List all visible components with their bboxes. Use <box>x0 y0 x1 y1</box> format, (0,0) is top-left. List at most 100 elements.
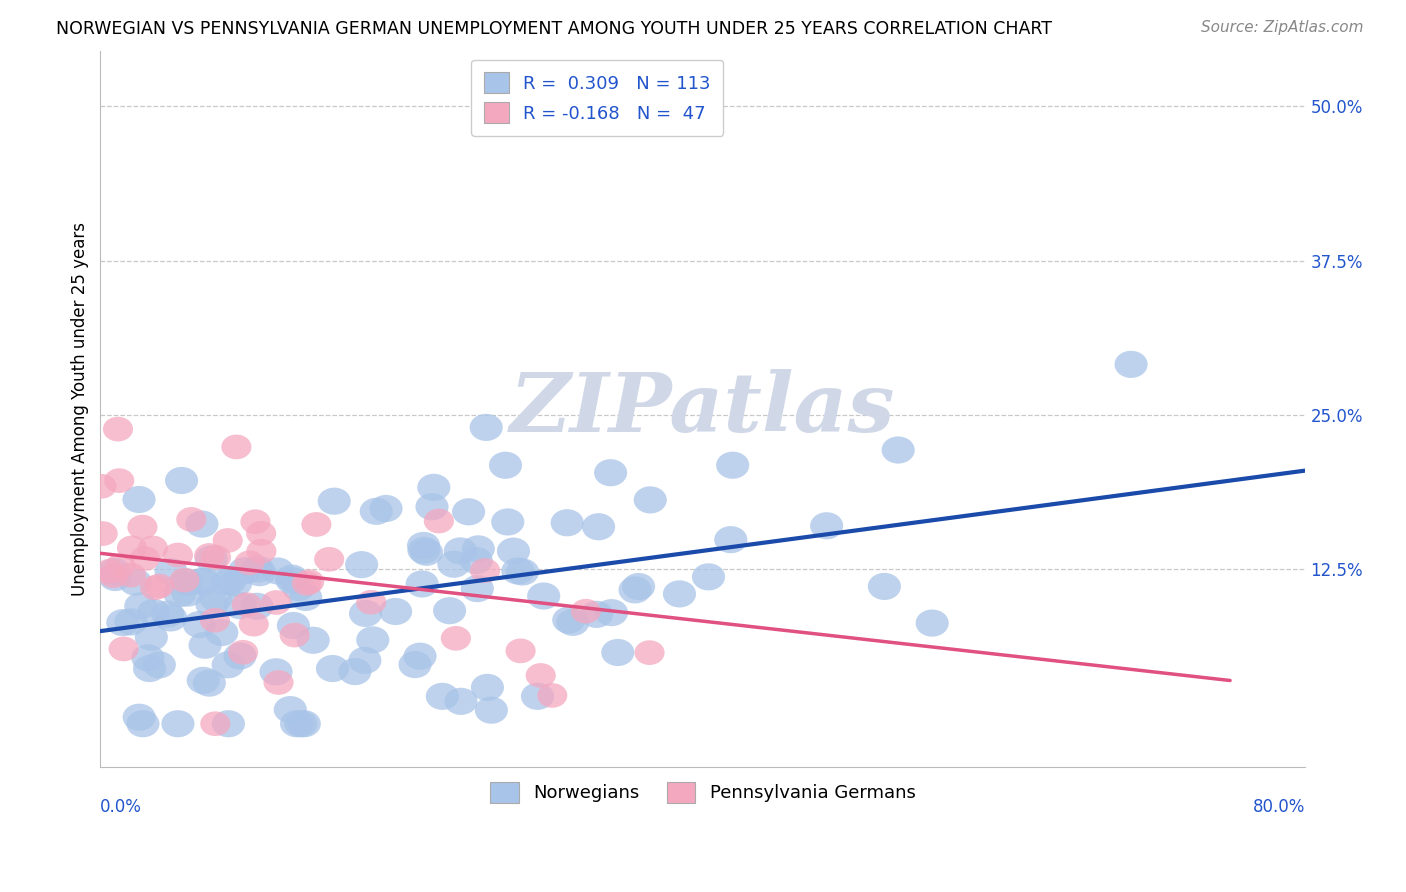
Ellipse shape <box>470 558 501 582</box>
Ellipse shape <box>915 609 949 637</box>
Ellipse shape <box>444 688 478 714</box>
Ellipse shape <box>187 568 221 595</box>
Ellipse shape <box>461 535 495 563</box>
Ellipse shape <box>349 599 382 627</box>
Ellipse shape <box>224 592 256 619</box>
Ellipse shape <box>169 568 200 592</box>
Ellipse shape <box>150 600 184 628</box>
Ellipse shape <box>571 599 600 624</box>
Ellipse shape <box>453 499 485 525</box>
Ellipse shape <box>280 623 309 648</box>
Ellipse shape <box>290 584 322 611</box>
Ellipse shape <box>86 474 117 499</box>
Ellipse shape <box>595 459 627 486</box>
Ellipse shape <box>96 558 125 583</box>
Ellipse shape <box>460 547 492 574</box>
Ellipse shape <box>186 568 218 595</box>
Ellipse shape <box>621 573 655 600</box>
Ellipse shape <box>274 696 307 723</box>
Ellipse shape <box>240 592 274 620</box>
Ellipse shape <box>506 639 536 664</box>
Ellipse shape <box>810 512 844 540</box>
Ellipse shape <box>277 612 309 639</box>
Ellipse shape <box>246 539 277 564</box>
Ellipse shape <box>602 639 634 666</box>
Ellipse shape <box>716 451 749 479</box>
Ellipse shape <box>219 570 252 597</box>
Ellipse shape <box>239 612 269 637</box>
Ellipse shape <box>214 567 246 595</box>
Ellipse shape <box>120 568 152 596</box>
Ellipse shape <box>291 571 322 596</box>
Text: NORWEGIAN VS PENNSYLVANIA GERMAN UNEMPLOYMENT AMONG YOUTH UNDER 25 YEARS CORRELA: NORWEGIAN VS PENNSYLVANIA GERMAN UNEMPLO… <box>56 20 1052 37</box>
Ellipse shape <box>232 592 262 617</box>
Ellipse shape <box>692 563 725 591</box>
Ellipse shape <box>205 619 239 646</box>
Ellipse shape <box>194 545 228 573</box>
Ellipse shape <box>124 592 157 620</box>
Ellipse shape <box>104 468 135 493</box>
Ellipse shape <box>115 563 146 588</box>
Ellipse shape <box>188 632 222 659</box>
Ellipse shape <box>444 537 477 565</box>
Ellipse shape <box>212 528 243 553</box>
Ellipse shape <box>127 710 159 738</box>
Ellipse shape <box>155 605 187 632</box>
Text: ZIPatlas: ZIPatlas <box>510 368 896 449</box>
Ellipse shape <box>280 710 314 738</box>
Ellipse shape <box>398 651 432 678</box>
Ellipse shape <box>882 436 915 464</box>
Ellipse shape <box>356 590 387 615</box>
Ellipse shape <box>406 532 440 559</box>
Ellipse shape <box>98 564 128 588</box>
Ellipse shape <box>301 512 332 537</box>
Ellipse shape <box>211 569 243 596</box>
Ellipse shape <box>426 682 458 710</box>
Ellipse shape <box>228 640 259 665</box>
Ellipse shape <box>155 558 187 585</box>
Ellipse shape <box>176 507 207 532</box>
Ellipse shape <box>194 543 225 568</box>
Ellipse shape <box>262 591 291 615</box>
Ellipse shape <box>316 655 349 682</box>
Ellipse shape <box>491 508 524 535</box>
Ellipse shape <box>433 597 467 624</box>
Ellipse shape <box>502 558 534 584</box>
Ellipse shape <box>200 712 231 736</box>
Ellipse shape <box>411 539 443 566</box>
Text: 0.0%: 0.0% <box>100 797 142 816</box>
Ellipse shape <box>551 509 583 536</box>
Ellipse shape <box>134 655 166 682</box>
Ellipse shape <box>339 658 371 685</box>
Ellipse shape <box>581 601 613 628</box>
Ellipse shape <box>526 663 555 688</box>
Ellipse shape <box>165 467 198 494</box>
Ellipse shape <box>349 647 381 674</box>
Ellipse shape <box>527 582 560 609</box>
Ellipse shape <box>437 550 471 578</box>
Ellipse shape <box>201 545 231 570</box>
Text: 80.0%: 80.0% <box>1253 797 1305 816</box>
Ellipse shape <box>404 642 437 670</box>
Ellipse shape <box>283 574 315 601</box>
Ellipse shape <box>634 486 666 514</box>
Ellipse shape <box>195 591 229 618</box>
Ellipse shape <box>356 626 389 654</box>
Ellipse shape <box>634 640 665 665</box>
Ellipse shape <box>1115 351 1147 378</box>
Ellipse shape <box>141 575 170 600</box>
Ellipse shape <box>200 585 232 612</box>
Ellipse shape <box>138 535 167 560</box>
Ellipse shape <box>582 513 614 541</box>
Ellipse shape <box>522 682 554 710</box>
Ellipse shape <box>135 624 167 651</box>
Ellipse shape <box>103 417 134 442</box>
Ellipse shape <box>128 515 157 540</box>
Ellipse shape <box>105 554 135 578</box>
Ellipse shape <box>114 608 148 635</box>
Ellipse shape <box>314 547 344 572</box>
Ellipse shape <box>87 521 118 546</box>
Ellipse shape <box>557 608 589 636</box>
Ellipse shape <box>276 565 308 591</box>
Ellipse shape <box>122 486 156 513</box>
